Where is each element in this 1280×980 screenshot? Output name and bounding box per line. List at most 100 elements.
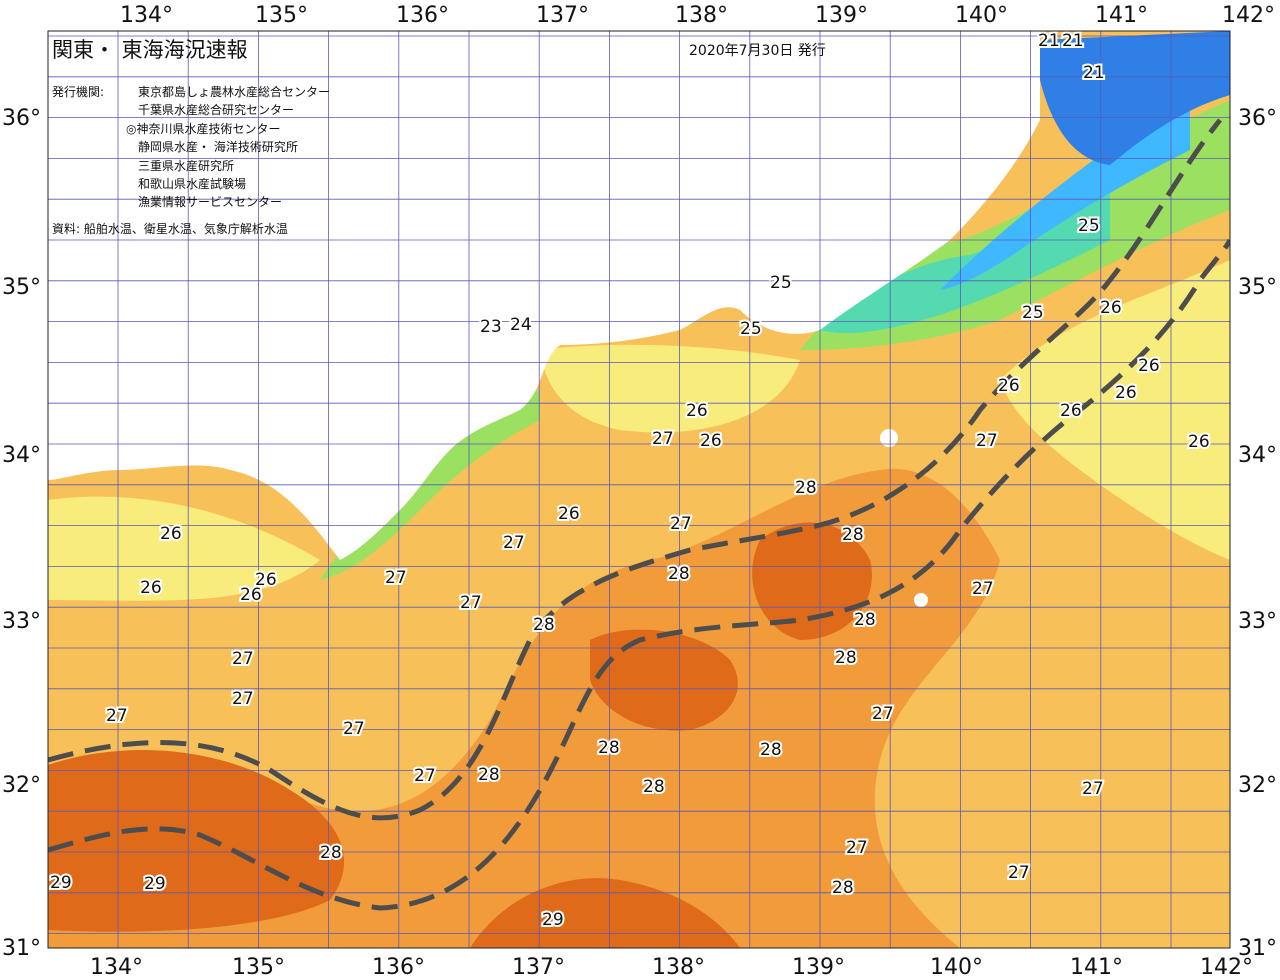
lon-label-top: 134° bbox=[120, 3, 173, 28]
isotherm-label: 23 bbox=[480, 317, 502, 337]
kuroshio-boundary-north bbox=[48, 118, 1222, 821]
isotherm-label: 21 bbox=[1083, 63, 1105, 83]
isotherm-label: 26 bbox=[140, 578, 162, 598]
issuer-item: 東京都島しょ農林水産総合センター bbox=[138, 85, 331, 99]
isotherm-label: 25 bbox=[1022, 303, 1044, 323]
zone-26-kii bbox=[540, 344, 800, 433]
isotherm-label: 28 bbox=[643, 777, 665, 797]
isotherm-label: 26 bbox=[240, 585, 262, 605]
map-frame bbox=[47, 30, 1231, 949]
zone-29-center bbox=[590, 629, 738, 731]
lat-label-right: 35° bbox=[1238, 275, 1277, 300]
isotherm-label: 27 bbox=[1082, 779, 1104, 799]
isotherm-label: 28 bbox=[320, 843, 342, 863]
lat-label-right: 32° bbox=[1238, 773, 1277, 798]
isotherm-label: 26 bbox=[1115, 383, 1137, 403]
lat-label-left: 33° bbox=[2, 609, 41, 634]
isotherm-label: 26 bbox=[558, 504, 580, 524]
isotherm-label: 25 bbox=[1078, 216, 1100, 236]
lat-label-left: 36° bbox=[2, 106, 41, 131]
isotherm-label: 27 bbox=[976, 431, 998, 451]
map-info-panel: 関東・ 東海海況速報 2020年7月30日 発行 発行機関: 東京都島しょ農林水… bbox=[52, 34, 826, 244]
lon-label-bottom: 140° bbox=[930, 955, 983, 980]
lon-label-bottom: 136° bbox=[372, 955, 425, 980]
isotherm-label: 26 bbox=[1138, 356, 1160, 376]
isotherm-label: 26 bbox=[1100, 298, 1122, 318]
lon-label-bottom: 134° bbox=[90, 955, 143, 980]
issuer-item: 三重県水産研究所 bbox=[138, 158, 235, 173]
isotherm-label: 28 bbox=[795, 478, 817, 498]
issuer-list: 東京都島しょ農林水産総合センター 千葉県水産総合研究センター ◎神奈川県水産技術… bbox=[126, 83, 331, 212]
data-source: 資料: 船舶水温、衛星水温、気象庁解析水温 bbox=[52, 222, 288, 236]
lon-label-bottom: 139° bbox=[792, 955, 845, 980]
zone-29-west bbox=[48, 750, 345, 932]
isotherm-label: 28 bbox=[835, 648, 857, 668]
lat-label-left: 31° bbox=[2, 936, 41, 961]
isotherm-label: 27 bbox=[232, 649, 254, 669]
lon-label-top: 136° bbox=[396, 3, 449, 28]
lat-label-left: 32° bbox=[2, 773, 41, 798]
isotherm-label: 25 bbox=[740, 319, 762, 339]
isotherm-label: 27 bbox=[460, 593, 482, 613]
lat-lon-grid bbox=[48, 31, 1230, 948]
lat-label-right: 36° bbox=[1238, 106, 1277, 131]
isotherm-label: 26 bbox=[700, 431, 722, 451]
lat-label-left: 34° bbox=[2, 443, 41, 468]
issuer-item: ◎神奈川県水産技術センター bbox=[126, 121, 281, 136]
isotherm-label: 27 bbox=[872, 704, 894, 724]
isotherm-label: 28 bbox=[760, 740, 782, 760]
isotherm-label: 21 bbox=[1038, 31, 1060, 51]
lat-label-left: 35° bbox=[2, 275, 41, 300]
isotherm-label: 27 bbox=[652, 429, 674, 449]
zone-24-shelf bbox=[820, 190, 1110, 334]
isotherm-label: 26 bbox=[160, 524, 182, 544]
lon-label-top: 139° bbox=[815, 3, 868, 28]
isotherm-label: 27 bbox=[414, 766, 436, 786]
zone-26-coast bbox=[48, 496, 320, 601]
isotherm-label: 21 bbox=[1062, 31, 1084, 51]
isotherm-label: 27 bbox=[232, 689, 254, 709]
isotherm-label: 27 bbox=[972, 579, 994, 599]
issuer-item: 漁業情報サービスセンター bbox=[138, 195, 283, 210]
isotherm-label: 25 bbox=[770, 273, 792, 293]
zone-29-south bbox=[470, 878, 740, 948]
isotherm-label: 28 bbox=[478, 765, 500, 785]
lon-label-top: 140° bbox=[955, 3, 1008, 28]
isotherm-label: 27 bbox=[343, 719, 365, 739]
lon-label-top: 141° bbox=[1095, 3, 1148, 28]
isotherm-label: 28 bbox=[842, 525, 864, 545]
lat-label-right: 33° bbox=[1238, 609, 1277, 634]
isotherm-label: 28 bbox=[832, 878, 854, 898]
zone-21-north bbox=[1040, 31, 1230, 165]
issuer-item: 和歌山県水産試験場 bbox=[138, 177, 247, 192]
lat-label-right: 31° bbox=[1238, 936, 1277, 961]
issuer-label: 発行機関: bbox=[52, 85, 105, 99]
kuroshio-axis bbox=[48, 238, 1230, 911]
lon-label-top: 138° bbox=[675, 3, 728, 28]
isotherm-label: 26 bbox=[998, 376, 1020, 396]
isotherm-label: 24 bbox=[510, 315, 532, 335]
lon-label-bottom: 135° bbox=[232, 955, 285, 980]
isotherm-label: 28 bbox=[598, 738, 620, 758]
map-title: 関東・ 東海海況速報 bbox=[52, 38, 248, 62]
isotherm-label: 27 bbox=[503, 533, 525, 553]
land-izu-oshima bbox=[880, 429, 898, 447]
lon-label-top: 135° bbox=[255, 3, 308, 28]
isotherm-label: 28 bbox=[533, 615, 555, 635]
lon-label-bottom: 142° bbox=[1200, 955, 1253, 980]
isotherm-label: 27 bbox=[846, 838, 868, 858]
land-hachijo bbox=[914, 593, 928, 607]
land-honshu bbox=[48, 31, 1040, 560]
lon-label-top: 142° bbox=[1222, 3, 1275, 28]
lat-label-right: 34° bbox=[1238, 443, 1277, 468]
isotherm-label: 28 bbox=[854, 610, 876, 630]
isotherm-label: 27 bbox=[670, 514, 692, 534]
lon-label-top: 137° bbox=[536, 3, 589, 28]
isotherm-label: 26 bbox=[1060, 401, 1082, 421]
issue-date: 2020年7月30日 発行 bbox=[689, 43, 826, 59]
isotherm-label: 26 bbox=[255, 570, 277, 590]
lon-label-bottom: 141° bbox=[1070, 955, 1123, 980]
issuer-item: 千葉県水産総合研究センター bbox=[138, 103, 295, 118]
isotherm-label: 29 bbox=[542, 910, 564, 930]
